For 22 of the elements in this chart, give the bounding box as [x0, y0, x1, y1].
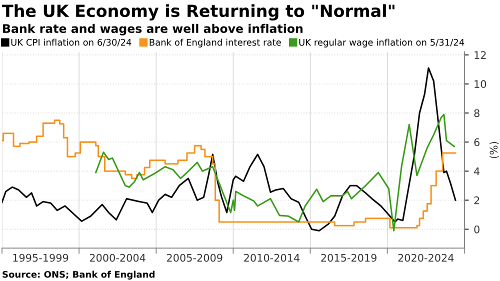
x-tick-label: 2020-2024 — [398, 254, 454, 262]
y-tick-label: 6 — [474, 138, 480, 146]
x-tick-label: 2010-2014 — [244, 254, 300, 262]
chart-subtitle: Bank rate and wages are well above inflation — [3, 24, 303, 36]
legend-label: UK CPI inflation on 6/30/24 — [11, 38, 132, 46]
x-tick-label: 1995-1999 — [13, 254, 68, 262]
x-tick-label: 2015-2019 — [321, 254, 376, 262]
x-tick-label: 2000-2004 — [90, 254, 146, 262]
line-series — [95, 114, 455, 232]
y-tick-label: 2 — [474, 196, 480, 204]
chart-title: The UK Economy is Returning to "Normal" — [2, 4, 394, 20]
legend-label: UK regular wage inflation on 5/31/24 — [299, 38, 464, 48]
y-tick-label: 0 — [474, 225, 480, 234]
x-tick-label: 2005-2009 — [167, 254, 222, 262]
y-tick-label: 4 — [474, 167, 480, 176]
line-series — [2, 67, 456, 232]
y-tick-label: 8 — [474, 109, 480, 118]
y-axis-title: (%) — [490, 142, 499, 158]
y-tick-label: 10 — [474, 80, 486, 88]
y-tick-label: 12 — [474, 51, 486, 59]
source-note: Source: ONS; Bank of England — [2, 270, 154, 280]
legend-label: Bank of England interest rate — [150, 38, 281, 48]
